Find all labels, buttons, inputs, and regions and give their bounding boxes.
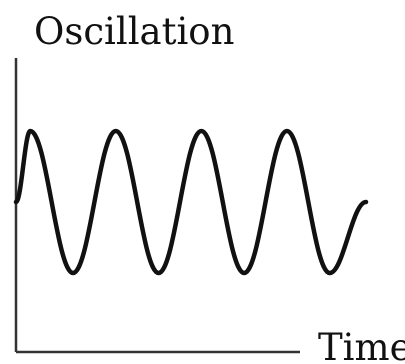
y-axis-label: Oscillation: [34, 10, 234, 53]
x-axis-label: Time: [318, 326, 405, 364]
oscillation-waveform: [13, 128, 369, 276]
